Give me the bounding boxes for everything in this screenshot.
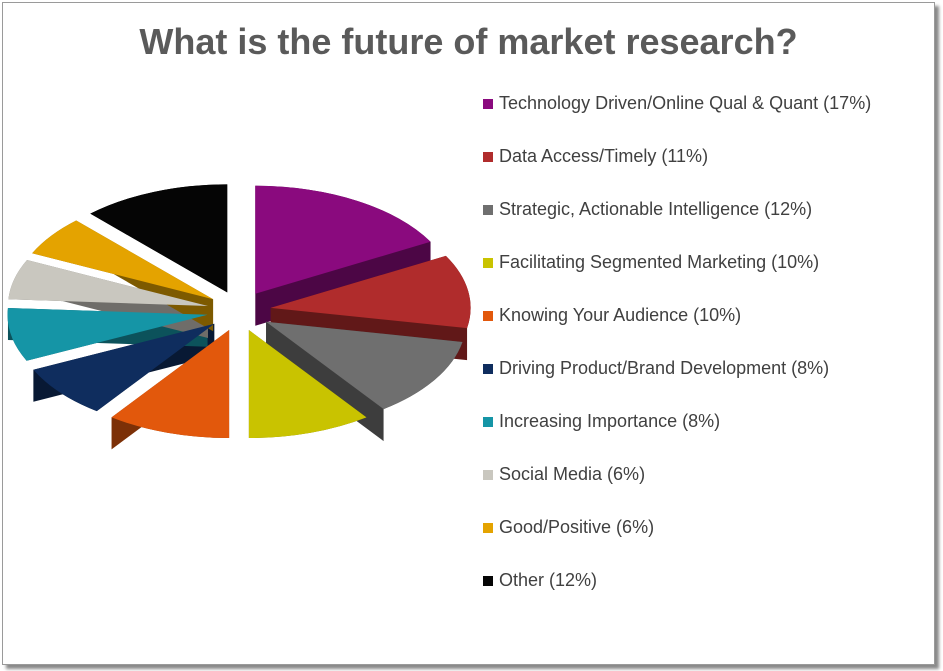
- legend-swatch: [483, 311, 493, 321]
- chart: What is the future of market research? T…: [2, 2, 935, 665]
- chart-title: What is the future of market research?: [139, 21, 798, 62]
- legend-item: Increasing Importance (8%): [483, 409, 899, 434]
- legend-item: Technology Driven/Online Qual & Quant (1…: [483, 91, 899, 116]
- legend-item: Data Access/Timely (11%): [483, 144, 899, 169]
- legend-label: Social Media (6%): [499, 464, 646, 484]
- legend-swatch: [483, 470, 493, 480]
- legend-item: Other (12%): [483, 568, 899, 593]
- legend-label: Other (12%): [499, 570, 598, 590]
- legend-item: Facilitating Segmented Marketing (10%): [483, 250, 899, 275]
- slice: [266, 321, 463, 410]
- pie-area: [7, 184, 471, 471]
- legend-label: Strategic, Actionable Intelligence (12%): [499, 199, 813, 219]
- legend-label: Data Access/Timely (11%): [499, 146, 709, 166]
- slice: [255, 185, 431, 294]
- legend-swatch: [483, 417, 493, 427]
- legend-swatch: [483, 523, 493, 533]
- slice: [32, 220, 214, 300]
- legend-label: Technology Driven/Online Qual & Quant (1…: [499, 93, 872, 113]
- legend-swatch: [483, 364, 493, 374]
- legend-label: Good/Positive (6%): [499, 517, 655, 537]
- legend-label: Driving Product/Brand Development (8%): [499, 358, 830, 378]
- legend-label: Knowing Your Audience (10%): [499, 305, 742, 325]
- legend-item: Social Media (6%): [483, 462, 899, 487]
- legend-item: Knowing Your Audience (10%): [483, 303, 899, 328]
- slice: [33, 323, 215, 412]
- slice: [90, 184, 228, 293]
- legend-label: Increasing Importance (8%): [499, 411, 721, 431]
- legend-swatch: [483, 152, 493, 162]
- slice: [7, 307, 208, 361]
- slice: [270, 255, 471, 329]
- legend-swatch: [483, 205, 493, 215]
- legend-item: Good/Positive (6%): [483, 515, 899, 540]
- slice: [111, 330, 230, 439]
- legend-swatch: [483, 99, 493, 109]
- legend-label: Facilitating Segmented Marketing (10%): [499, 252, 820, 272]
- legend-swatch: [483, 576, 493, 586]
- legend-swatch: [483, 258, 493, 268]
- legend-item: Strategic, Actionable Intelligence (12%): [483, 197, 899, 222]
- slice: [248, 330, 367, 439]
- legend-item: Driving Product/Brand Development (8%): [483, 356, 899, 381]
- slice: [8, 260, 209, 307]
